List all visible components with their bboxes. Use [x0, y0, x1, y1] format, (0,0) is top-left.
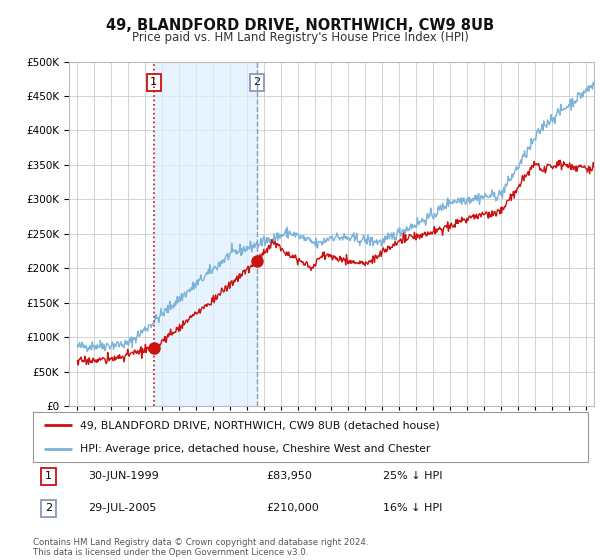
Text: HPI: Average price, detached house, Cheshire West and Chester: HPI: Average price, detached house, Ches… [80, 445, 431, 454]
Text: 25% ↓ HPI: 25% ↓ HPI [383, 471, 442, 481]
Text: 49, BLANDFORD DRIVE, NORTHWICH, CW9 8UB: 49, BLANDFORD DRIVE, NORTHWICH, CW9 8UB [106, 18, 494, 33]
Text: £210,000: £210,000 [266, 503, 319, 514]
Text: 49, BLANDFORD DRIVE, NORTHWICH, CW9 8UB (detached house): 49, BLANDFORD DRIVE, NORTHWICH, CW9 8UB … [80, 420, 440, 430]
Text: 16% ↓ HPI: 16% ↓ HPI [383, 503, 442, 514]
Text: 1: 1 [150, 77, 157, 87]
Text: Contains HM Land Registry data © Crown copyright and database right 2024.
This d: Contains HM Land Registry data © Crown c… [33, 538, 368, 557]
Text: Price paid vs. HM Land Registry's House Price Index (HPI): Price paid vs. HM Land Registry's House … [131, 31, 469, 44]
Text: 2: 2 [45, 503, 52, 514]
Bar [154, 62, 257, 406]
Text: 30-JUN-1999: 30-JUN-1999 [89, 471, 159, 481]
Text: 2: 2 [253, 77, 260, 87]
Text: £83,950: £83,950 [266, 471, 312, 481]
Text: 29-JUL-2005: 29-JUL-2005 [89, 503, 157, 514]
Text: 1: 1 [45, 471, 52, 481]
